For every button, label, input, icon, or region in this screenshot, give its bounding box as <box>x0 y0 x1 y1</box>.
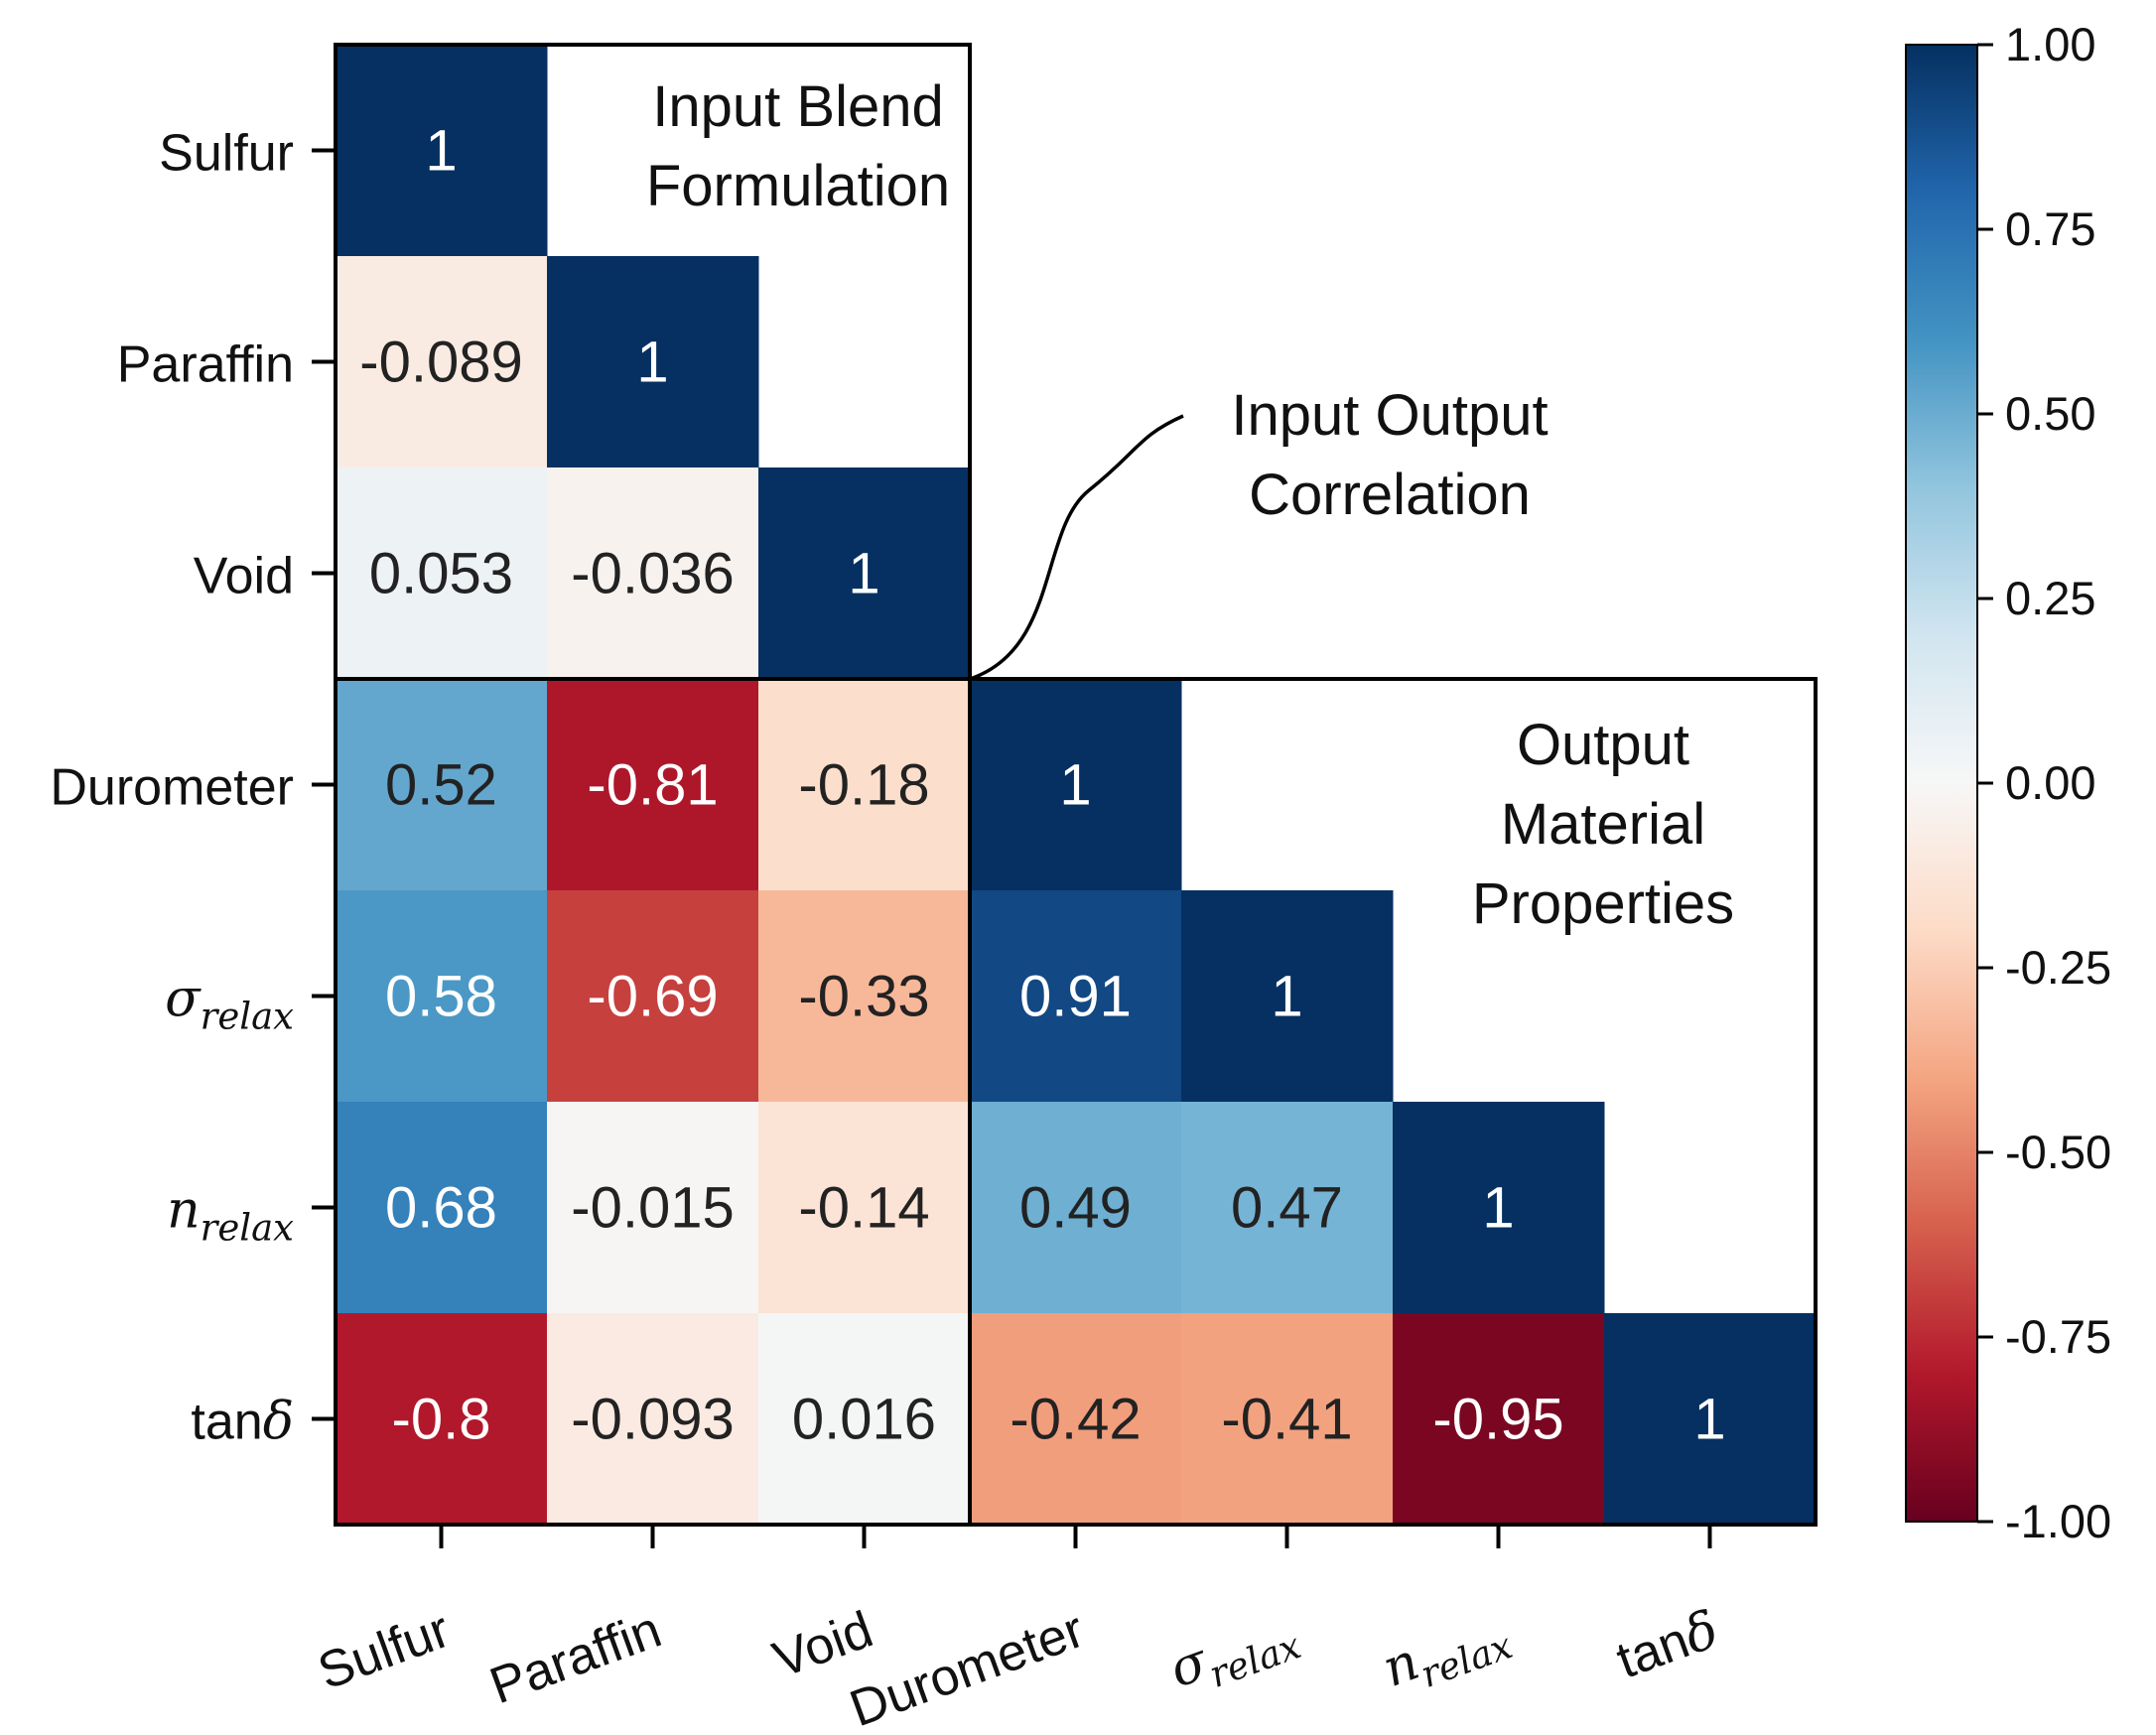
x-tick-label-durometer: Durometer <box>843 1601 1092 1735</box>
y-axis: Sulfur Paraffin Void Durometer σrelax nrelax t… <box>50 45 337 1525</box>
x-tick-label-relax: σrelax <box>1161 1600 1306 1708</box>
heatmap-cell-void-paraffin <box>547 467 759 680</box>
colorbar-tick-label: -1.00 <box>2005 1495 2111 1547</box>
heatmap-cell-tan-sulfur <box>336 1313 548 1526</box>
heatmap-cell-void-void <box>758 467 971 680</box>
cell-value-label: -0.33 <box>798 965 929 1029</box>
cell-value-label: 1 <box>1059 753 1091 818</box>
cell-value-label: 0.053 <box>369 542 513 606</box>
heatmap-cell-tan-durometer <box>970 1313 1182 1526</box>
colorbar-tick-label: -0.50 <box>2005 1126 2111 1178</box>
input-blend-title: Input Blend Formulation <box>646 74 950 218</box>
heatmap-cell-durometer-durometer <box>970 679 1182 891</box>
colorbar-tick-label: 0.25 <box>2005 572 2095 624</box>
cell-value-label: -0.036 <box>571 542 734 606</box>
heatmap-cells: 1-0.089 10.053 -0.036 10.52 -0.81 -0.18 10.58-… <box>336 45 1817 1526</box>
cell-value-label: 1 <box>1693 1388 1725 1452</box>
cell-value-label: 0.016 <box>792 1388 936 1452</box>
heatmap-cell-relax-void <box>758 890 971 1103</box>
heatmap-cell-relax-relax <box>1181 890 1394 1103</box>
heatmap-cell-relax-sulfur <box>336 890 548 1103</box>
colorbar-gradient <box>1906 45 1977 1522</box>
y-tick-label-relax: σrelax <box>165 970 294 1038</box>
cell-value-label: -0.95 <box>1432 1388 1563 1452</box>
colorbar-tick-label: -0.25 <box>2005 941 2111 994</box>
y-tick-label-paraffin: Paraffin <box>117 336 294 394</box>
cell-value-label: -0.089 <box>359 331 522 395</box>
x-tick-label-tan: tanδ <box>1609 1600 1726 1691</box>
cell-value-label: 0.58 <box>385 965 497 1029</box>
y-tick-label-sulfur: Sulfur <box>159 125 294 183</box>
heatmap-cell-tan-nrelax <box>1393 1313 1605 1526</box>
heatmap-cell-nrelax-nrelax <box>1393 1102 1605 1314</box>
cell-value-label: -0.18 <box>798 753 929 818</box>
heatmap-cell-relax-paraffin <box>547 890 759 1103</box>
heatmap-cell-tan-relax <box>1181 1313 1394 1526</box>
heatmap-cell-durometer-void <box>758 679 971 891</box>
heatmap-cell-nrelax-paraffin <box>547 1102 759 1314</box>
cell-value-label: -0.093 <box>571 1388 734 1452</box>
heatmap-cell-nrelax-durometer <box>970 1102 1182 1314</box>
cell-value-label: 1 <box>1482 1176 1514 1241</box>
input-output-callout: Input Output Correlation <box>1231 383 1548 527</box>
y-tick-label-durometer: Durometer <box>50 759 294 817</box>
cell-value-label: -0.81 <box>587 753 718 818</box>
cell-value-label: 1 <box>425 119 457 184</box>
output-properties-title: Output Material Properties <box>1472 713 1734 936</box>
cell-value-label: 0.68 <box>385 1176 497 1241</box>
cell-value-label: -0.14 <box>798 1176 929 1241</box>
heatmap-cell-tan-void <box>758 1313 971 1526</box>
cell-value-label: 1 <box>1271 965 1302 1029</box>
heatmap-cell-paraffin-paraffin <box>547 256 759 468</box>
heatmap-cell-relax-durometer <box>970 890 1182 1103</box>
heatmap-cell-durometer-sulfur <box>336 679 548 891</box>
callout-leader-line <box>969 414 1184 681</box>
cell-value-label: -0.8 <box>392 1388 491 1452</box>
y-tick-label-void: Void <box>194 548 294 605</box>
heatmap-cell-tan-tan <box>1604 1313 1817 1526</box>
cell-value-label: 0.52 <box>385 753 497 818</box>
colorbar-tick-label: 0.50 <box>2005 387 2095 440</box>
cell-value-label: 0.91 <box>1019 965 1132 1029</box>
heatmap-cell-durometer-paraffin <box>547 679 759 891</box>
cell-value-label: 0.47 <box>1231 1176 1343 1241</box>
heatmap-cell-tan-paraffin <box>547 1313 759 1526</box>
cell-value-label: 0.49 <box>1019 1176 1132 1241</box>
heatmap-cell-nrelax-void <box>758 1102 971 1314</box>
colorbar-tick-label: 0.75 <box>2005 202 2095 255</box>
heatmap-cell-paraffin-sulfur <box>336 256 548 468</box>
y-tick-label-tan: tanδ <box>191 1393 294 1452</box>
x-tick-label-nrelax: nrelax <box>1375 1600 1518 1708</box>
group-annotations: Input Blend Formulation Output Material Prop… <box>646 74 1734 936</box>
cell-value-label: -0.42 <box>1010 1388 1141 1452</box>
cell-value-label: -0.69 <box>587 965 718 1029</box>
cell-value-label: 1 <box>636 331 668 395</box>
cell-value-label: -0.015 <box>571 1176 734 1241</box>
cell-value-label: -0.41 <box>1221 1388 1352 1452</box>
y-tick-label-nrelax: nrelax <box>167 1181 294 1250</box>
x-tick-label-sulfur: Sulfur <box>311 1601 457 1701</box>
heatmap-cell-nrelax-sulfur <box>336 1102 548 1314</box>
colorbar-tick-label: -0.75 <box>2005 1310 2111 1363</box>
colorbar-tick-label: 0.00 <box>2005 756 2095 809</box>
colorbar: 1.00 0.75 0.50 0.25 0.00 -0.25 -0.50 -0.75 -1.00 <box>1905 18 2111 1547</box>
cell-value-label: 1 <box>848 542 879 606</box>
heatmap-cell-nrelax-relax <box>1181 1102 1394 1314</box>
colorbar-tick-label: 1.00 <box>2005 18 2095 70</box>
heatmap-cell-sulfur-sulfur <box>336 45 548 257</box>
x-tick-label-paraffin: Paraffin <box>482 1601 668 1715</box>
heatmap-cell-void-sulfur <box>336 467 548 680</box>
